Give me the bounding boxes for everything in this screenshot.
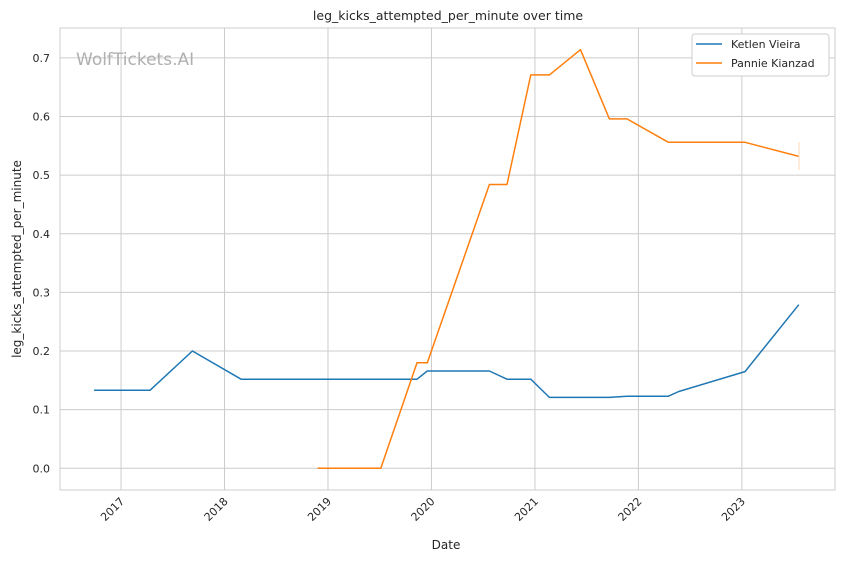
x-axis-label: Date xyxy=(432,538,461,552)
x-tick-label: 2021 xyxy=(512,495,541,524)
legend-label-ketlen-vieira: Ketlen Vieira xyxy=(731,38,800,51)
x-tick-label: 2017 xyxy=(98,495,127,524)
x-tick-label: 2018 xyxy=(202,495,231,524)
legend: Ketlen Vieira Pannie Kianzad xyxy=(692,34,829,76)
y-tick-label: 0.5 xyxy=(33,169,51,182)
x-tick-label: 2022 xyxy=(616,495,645,524)
y-tick-label: 0.7 xyxy=(33,52,51,65)
x-tick-label: 2019 xyxy=(305,495,334,524)
legend-label-pannie-kianzad: Pannie Kianzad xyxy=(731,57,815,70)
y-tick-label: 0.1 xyxy=(33,404,51,417)
x-tick-label: 2020 xyxy=(409,495,438,524)
y-tick-label: 0.2 xyxy=(33,345,51,358)
y-axis-label: leg_kicks_attempted_per_minute xyxy=(10,160,24,358)
y-tick-label: 0.6 xyxy=(33,111,51,124)
chart-title: leg_kicks_attempted_per_minute over time xyxy=(313,8,583,23)
y-axis-ticks: 0.0 0.1 0.2 0.3 0.4 0.5 0.6 0.7 xyxy=(33,52,51,475)
watermark: WolfTickets.AI xyxy=(76,50,194,70)
plot-area xyxy=(60,28,835,490)
x-tick-label: 2023 xyxy=(719,495,748,524)
y-tick-label: 0.3 xyxy=(33,286,51,299)
y-tick-label: 0.4 xyxy=(33,228,51,241)
x-axis-ticks: 2017 2018 2019 2020 2021 2022 2023 xyxy=(98,495,748,524)
y-tick-label: 0.0 xyxy=(33,462,51,475)
